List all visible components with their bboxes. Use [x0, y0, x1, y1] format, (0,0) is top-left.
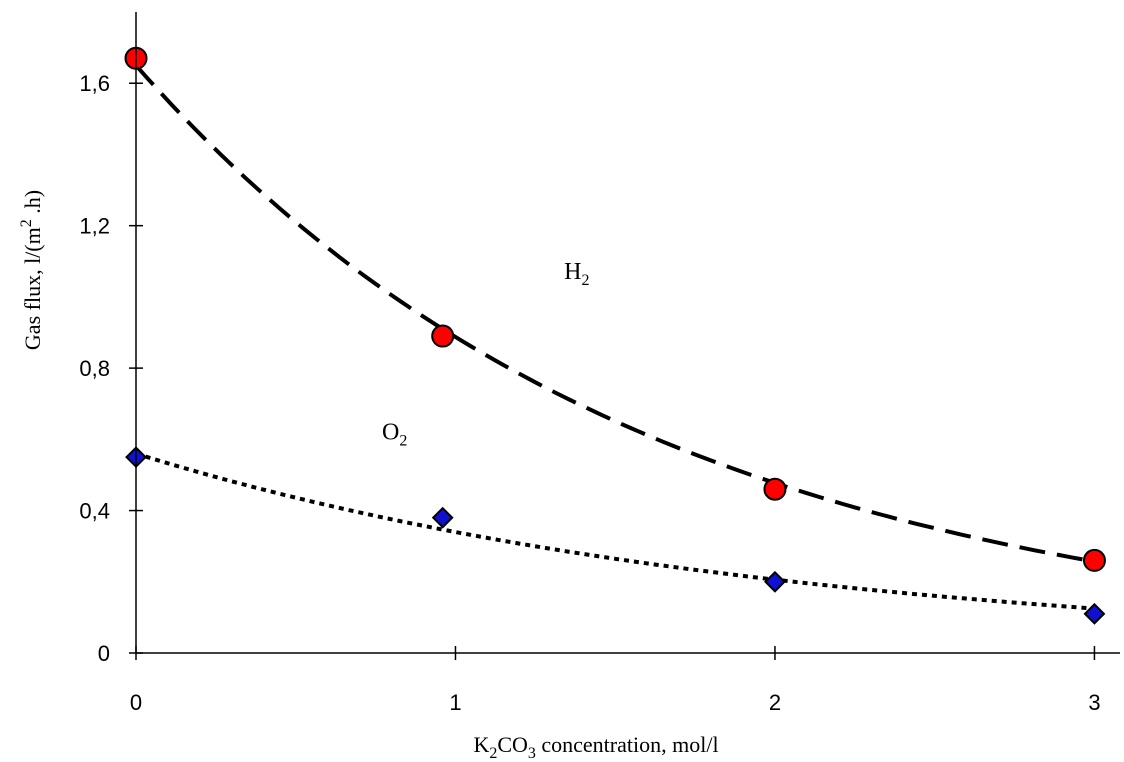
y-axis-title: Gas flux, l/(m2 .h)	[18, 190, 45, 350]
x-tick-label: 2	[769, 690, 781, 715]
y-tick-label: 0,8	[79, 356, 110, 381]
data-point-o2	[1083, 602, 1106, 625]
x-tick-label: 0	[130, 690, 142, 715]
trend-lines	[134, 64, 1095, 611]
data-point-h2	[431, 324, 455, 348]
trend-line-1	[135, 451, 1095, 611]
data-point-o2	[764, 570, 786, 593]
x-axis-title: K2CO3 concentration, mol/l	[473, 732, 718, 762]
y-tick-label: 0	[98, 641, 110, 666]
series-label-h2: H2	[564, 259, 589, 289]
y-tick-label: 0,4	[79, 499, 110, 524]
x-tick-label: 1	[449, 690, 461, 715]
trend-line-0	[134, 64, 1095, 564]
data-point-h2	[763, 477, 787, 501]
x-tick-label: 3	[1088, 690, 1100, 715]
axes: 0 1 2 3 0 0,4 0,8 1,2 1,6	[79, 12, 1120, 715]
data-markers	[124, 46, 1106, 625]
y-tick-label: 1,2	[79, 214, 110, 239]
data-point-h2	[1082, 548, 1106, 572]
series-label-o2: O2	[382, 419, 407, 449]
data-point-o2	[431, 506, 454, 529]
y-tick-label: 1,6	[79, 71, 110, 96]
